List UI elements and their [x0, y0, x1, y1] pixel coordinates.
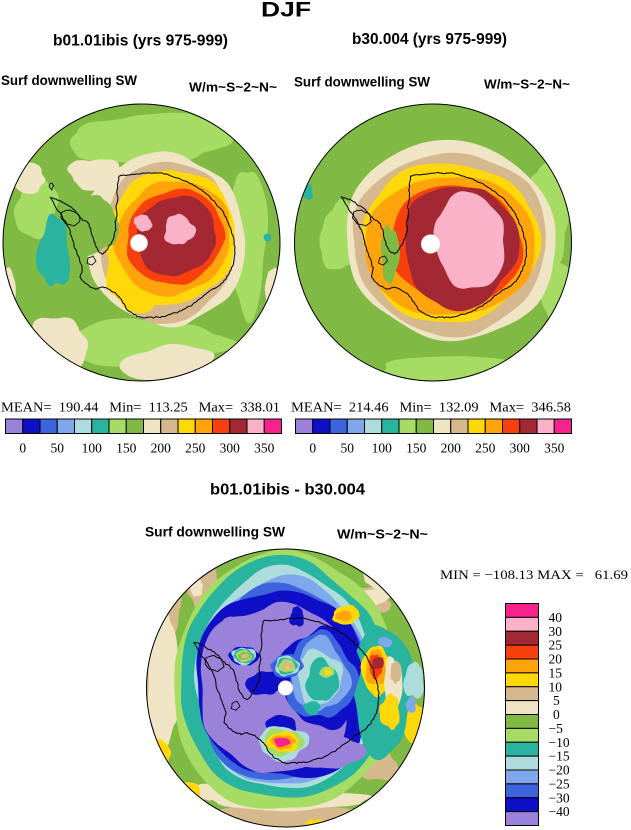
- svg-text:−15: −15: [549, 749, 570, 764]
- svg-text:W/m~S~2~N~: W/m~S~2~N~: [189, 80, 277, 95]
- svg-text:350: 350: [254, 441, 275, 456]
- svg-text:W/m~S~2~N~: W/m~S~2~N~: [337, 527, 428, 542]
- svg-text:300: 300: [510, 441, 531, 456]
- svg-text:200: 200: [441, 441, 462, 456]
- svg-text:350: 350: [544, 441, 565, 456]
- svg-text:MEAN= 190.44 Min= 113.25: MEAN= 190.44 Min= 113.25 Max= 338.01: [1, 400, 280, 415]
- svg-text:−10: −10: [549, 735, 570, 750]
- svg-text:−20: −20: [549, 763, 570, 778]
- svg-text:MIN = −108.13 MAX = 61.69: MIN = −108.13 MAX = 61.69: [440, 567, 628, 582]
- svg-text:20: 20: [549, 652, 563, 667]
- svg-text:15: 15: [549, 665, 563, 680]
- svg-text:100: 100: [82, 441, 103, 456]
- svg-text:W/m~S~2~N~: W/m~S~2~N~: [484, 77, 570, 92]
- svg-text:5: 5: [553, 693, 560, 708]
- svg-text:0: 0: [19, 441, 26, 456]
- svg-text:50: 50: [341, 441, 355, 456]
- svg-text:b30.004 (yrs 975-999): b30.004 (yrs 975-999): [352, 31, 507, 48]
- svg-text:Surf downwelling SW: Surf downwelling SW: [145, 524, 286, 540]
- svg-text:DJF: DJF: [261, 0, 311, 22]
- svg-text:30: 30: [549, 624, 563, 639]
- svg-text:50: 50: [51, 441, 65, 456]
- svg-text:Surf downwelling SW: Surf downwelling SW: [1, 72, 138, 88]
- svg-text:25: 25: [549, 638, 563, 653]
- svg-text:10: 10: [549, 679, 563, 694]
- svg-text:0: 0: [309, 441, 316, 456]
- svg-text:300: 300: [220, 441, 241, 456]
- svg-text:−30: −30: [549, 790, 570, 805]
- svg-text:−25: −25: [549, 776, 570, 791]
- svg-text:150: 150: [406, 441, 427, 456]
- svg-text:−40: −40: [549, 804, 570, 819]
- svg-text:MEAN= 214.46 Min= 132.09: MEAN= 214.46 Min= 132.09 Max= 346.58: [291, 400, 571, 415]
- svg-text:b01.01ibis - b30.004: b01.01ibis - b30.004: [210, 482, 365, 499]
- svg-text:b01.01ibis (yrs 975-999): b01.01ibis (yrs 975-999): [53, 33, 228, 50]
- svg-text:Surf downwelling SW: Surf downwelling SW: [294, 74, 431, 90]
- svg-text:250: 250: [475, 441, 496, 456]
- svg-text:250: 250: [185, 441, 206, 456]
- svg-text:200: 200: [151, 441, 172, 456]
- svg-text:−5: −5: [549, 721, 564, 736]
- svg-text:40: 40: [549, 610, 563, 625]
- svg-text:150: 150: [116, 441, 137, 456]
- svg-text:100: 100: [372, 441, 393, 456]
- svg-text:0: 0: [553, 707, 560, 722]
